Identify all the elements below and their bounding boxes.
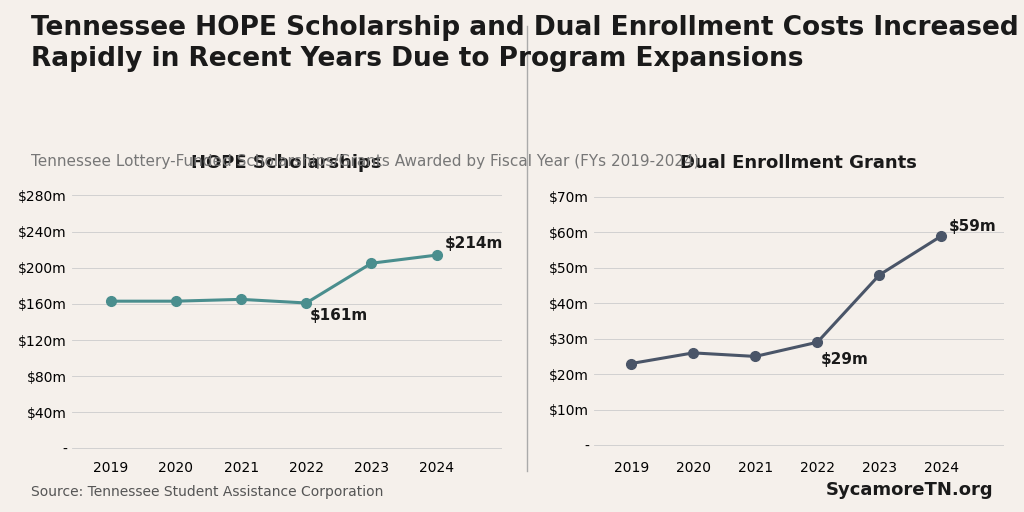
Text: Tennessee HOPE Scholarship and Dual Enrollment Costs Increased
Rapidly in Recent: Tennessee HOPE Scholarship and Dual Enro… bbox=[31, 15, 1019, 72]
Text: $161m: $161m bbox=[309, 308, 368, 323]
Text: SycamoreTN.org: SycamoreTN.org bbox=[825, 481, 993, 499]
Text: Tennessee Lottery-Funded Scholarships/Grants Awarded by Fiscal Year (FYs 2019-20: Tennessee Lottery-Funded Scholarships/Gr… bbox=[31, 154, 699, 168]
Title: HOPE Scholarships: HOPE Scholarships bbox=[191, 154, 382, 172]
Text: $59m: $59m bbox=[949, 219, 996, 233]
Text: $29m: $29m bbox=[820, 352, 868, 367]
Text: Source: Tennessee Student Assistance Corporation: Source: Tennessee Student Assistance Cor… bbox=[31, 485, 383, 499]
Title: Dual Enrollment Grants: Dual Enrollment Grants bbox=[680, 154, 918, 172]
Text: $214m: $214m bbox=[444, 236, 503, 251]
